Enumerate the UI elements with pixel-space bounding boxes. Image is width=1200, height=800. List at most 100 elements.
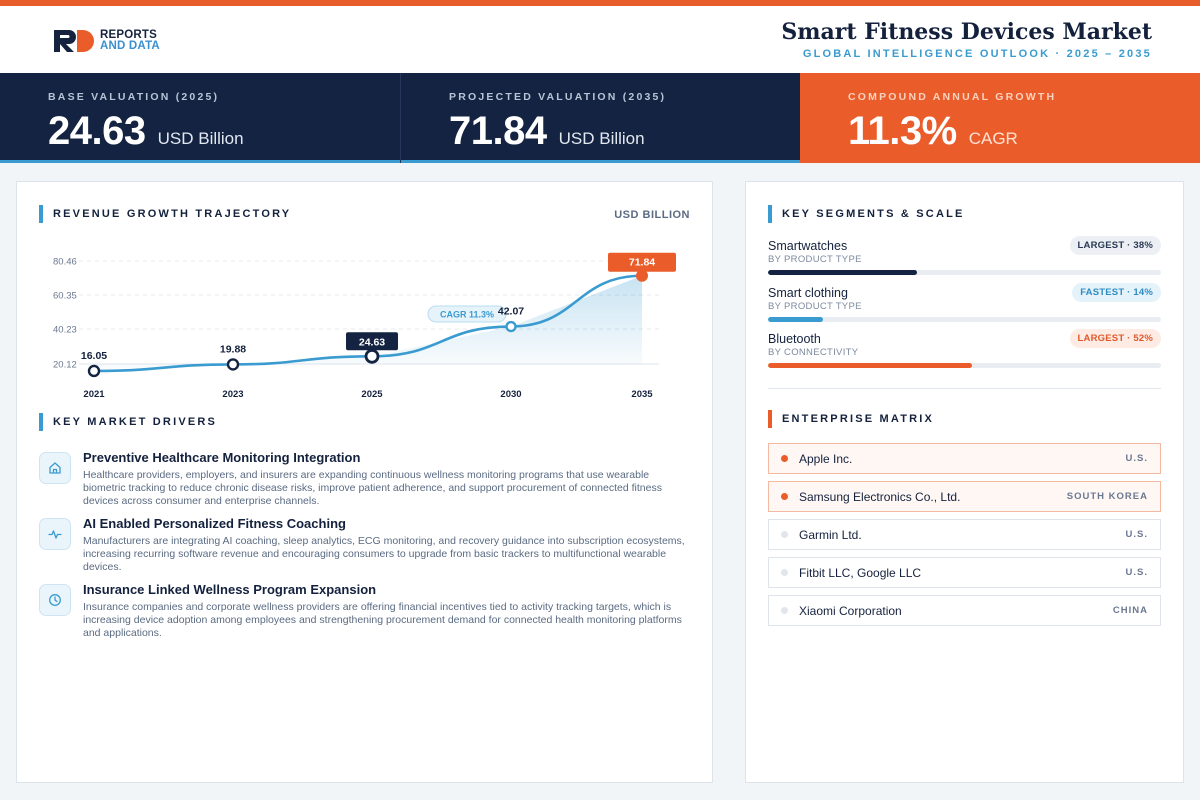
data-label: 16.05: [81, 350, 107, 362]
driver-title: Insurance Linked Wellness Program Expans…: [83, 582, 377, 597]
enterprise-row[interactable]: Garmin Ltd. U.S.: [768, 519, 1161, 550]
enterprise-row[interactable]: Xiaomi Corporation CHINA: [768, 595, 1161, 626]
data-label-box: [346, 332, 398, 351]
enterprise-name: Fitbit LLC, Google LLC: [799, 565, 922, 580]
segment-smart-clothing: Smart clothing BY PRODUCT TYPE FASTEST ·…: [768, 283, 1161, 322]
driver-item: AI Enabled Personalized Fitness Coaching…: [39, 516, 694, 582]
segment-name: Smartwatches: [768, 239, 848, 253]
kpi-label: BASE VALUATION (2025): [48, 91, 220, 103]
drivers-section-title: KEY MARKET DRIVERS: [53, 416, 218, 428]
section-accent-bar: [768, 410, 772, 428]
enterprise-country: U.S.: [1125, 529, 1148, 540]
x-tick-label: 2030: [500, 389, 521, 400]
section-accent-bar: [768, 205, 772, 223]
y-tick-label: 80.46: [53, 257, 77, 268]
segment-category: BY PRODUCT TYPE: [768, 301, 862, 312]
section-accent-bar: [39, 205, 43, 223]
page-subtitle: GLOBAL INTELLIGENCE OUTLOOK · 2025 – 203…: [802, 48, 1152, 60]
logo-line-2: AND DATA: [100, 40, 160, 52]
segments-section-header: KEY SEGMENTS & SCALE: [768, 205, 965, 223]
revenue-growth-chart: 80.46 60.35 40.23 20.12 CAGR 11.3% 2021 2023 20…: [53, 252, 676, 400]
chart-section-header: REVENUE GROWTH TRAJECTORY: [39, 205, 291, 223]
enterprise-name: Apple Inc.: [799, 451, 853, 466]
kpi-value: 71.84: [449, 109, 547, 153]
segment-smartwatches: Smartwatches BY PRODUCT TYPE LARGEST · 3…: [768, 236, 1161, 275]
segment-category: BY PRODUCT TYPE: [768, 254, 862, 265]
enterprise-name: Garmin Ltd.: [799, 527, 862, 542]
data-point: [505, 320, 517, 333]
cagr-annotation-pill: [427, 305, 507, 323]
kpi-underline: [0, 160, 400, 163]
segment-share-track: [768, 317, 1161, 322]
data-point: [226, 358, 240, 371]
x-tick-label: 2021: [83, 389, 105, 400]
segment-name: Smart clothing: [768, 286, 848, 300]
driver-title: AI Enabled Personalized Fitness Coaching: [83, 516, 346, 531]
segment-badge: LARGEST · 52%: [1069, 329, 1161, 348]
segment-share-fill: [768, 363, 973, 368]
segments-section-title: KEY SEGMENTS & SCALE: [782, 208, 965, 220]
segment-badge: LARGEST · 38%: [1069, 236, 1161, 255]
enterprise-country: CHINA: [1112, 605, 1148, 616]
kpi-label: COMPOUND ANNUAL GROWTH: [848, 91, 1057, 103]
kpi-unit: CAGR: [968, 129, 1018, 148]
kpi-underline: [401, 160, 800, 163]
data-label-box: [608, 252, 676, 272]
data-label: 71.84: [629, 257, 655, 269]
drivers-list: Preventive Healthcare Monitoring Integra…: [39, 450, 694, 648]
segment-share-fill: [768, 270, 918, 275]
enterprise-row[interactable]: Samsung Electronics Co., Ltd. SOUTH KORE…: [768, 481, 1161, 512]
left-panel: REVENUE GROWTH TRAJECTORY USD BILLION 80…: [16, 181, 713, 783]
data-label: 42.07: [498, 306, 524, 318]
status-dot: [781, 607, 788, 614]
y-tick-label: 20.12: [53, 360, 77, 371]
kpi-strip: BASE VALUATION (2025) 24.63 USD Billion …: [0, 73, 1200, 163]
data-point: [87, 364, 101, 378]
page-title: Smart Fitness Devices Market: [781, 19, 1152, 45]
driver-title: Preventive Healthcare Monitoring Integra…: [83, 450, 361, 465]
enterprise-row[interactable]: Apple Inc. U.S.: [768, 443, 1161, 474]
kpi-base-valuation: BASE VALUATION (2025) 24.63 USD Billion: [0, 73, 400, 163]
segment-share-fill: [768, 317, 824, 322]
drivers-section-header: KEY MARKET DRIVERS: [39, 413, 217, 431]
pulse-icon: [39, 518, 71, 550]
segment-category: BY CONNECTIVITY: [768, 347, 859, 358]
logo-line-1: REPORTS: [100, 29, 157, 41]
enterprise-country: SOUTH KOREA: [1066, 491, 1148, 502]
driver-text: Manufacturers are integrating AI coachin…: [83, 535, 685, 573]
enterprise-row[interactable]: Fitbit LLC, Google LLC U.S.: [768, 557, 1161, 588]
status-dot: [781, 531, 788, 538]
segment-name: Bluetooth: [768, 332, 821, 346]
chart-section-title: REVENUE GROWTH TRAJECTORY: [53, 208, 292, 220]
kpi-value: 11.3%: [848, 109, 957, 153]
driver-item: Preventive Healthcare Monitoring Integra…: [39, 450, 694, 516]
enterprise-name: Samsung Electronics Co., Ltd.: [799, 489, 961, 504]
enterprise-country: U.S.: [1125, 453, 1148, 464]
y-tick-label: 60.35: [53, 291, 77, 302]
enterprise-country: U.S.: [1125, 567, 1148, 578]
x-tick-label: 2035: [631, 389, 653, 400]
area-fill: [94, 275, 642, 371]
right-panel: KEY SEGMENTS & SCALE Smartwatches BY PRO…: [745, 181, 1184, 783]
kpi-label: PROJECTED VALUATION (2035): [449, 91, 667, 103]
kpi-projected-valuation: PROJECTED VALUATION (2035) 71.84 USD Bil…: [400, 73, 800, 163]
enterprise-section-header: ENTERPRISE MATRIX: [768, 410, 934, 428]
segment-badge: FASTEST · 14%: [1072, 283, 1161, 302]
top-accent-bar: [0, 0, 1200, 6]
section-accent-bar: [39, 413, 43, 431]
reports-and-data-logo[interactable]: REPORTS AND DATA: [54, 28, 160, 54]
chart-unit-label: USD BILLION: [614, 209, 690, 221]
x-tick-label: 2023: [222, 389, 243, 400]
segment-share-track: [768, 363, 1161, 368]
y-tick-label: 40.23: [53, 325, 77, 336]
section-divider: [768, 388, 1161, 389]
status-dot: [781, 455, 788, 462]
enterprise-list: Apple Inc. U.S. Samsung Electronics Co.,…: [768, 443, 1161, 633]
segment-share-track: [768, 270, 1161, 275]
x-tick-label: 2025: [361, 389, 383, 400]
cagr-annotation-label: CAGR 11.3%: [440, 310, 494, 320]
status-dot: [781, 569, 788, 576]
data-point: [364, 348, 380, 364]
kpi-value: 24.63: [48, 109, 146, 153]
home-icon: [39, 452, 71, 484]
